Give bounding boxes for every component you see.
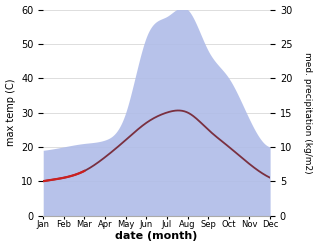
X-axis label: date (month): date (month) <box>115 231 198 242</box>
Y-axis label: med. precipitation (kg/m2): med. precipitation (kg/m2) <box>303 52 313 173</box>
Y-axis label: max temp (C): max temp (C) <box>5 79 16 146</box>
